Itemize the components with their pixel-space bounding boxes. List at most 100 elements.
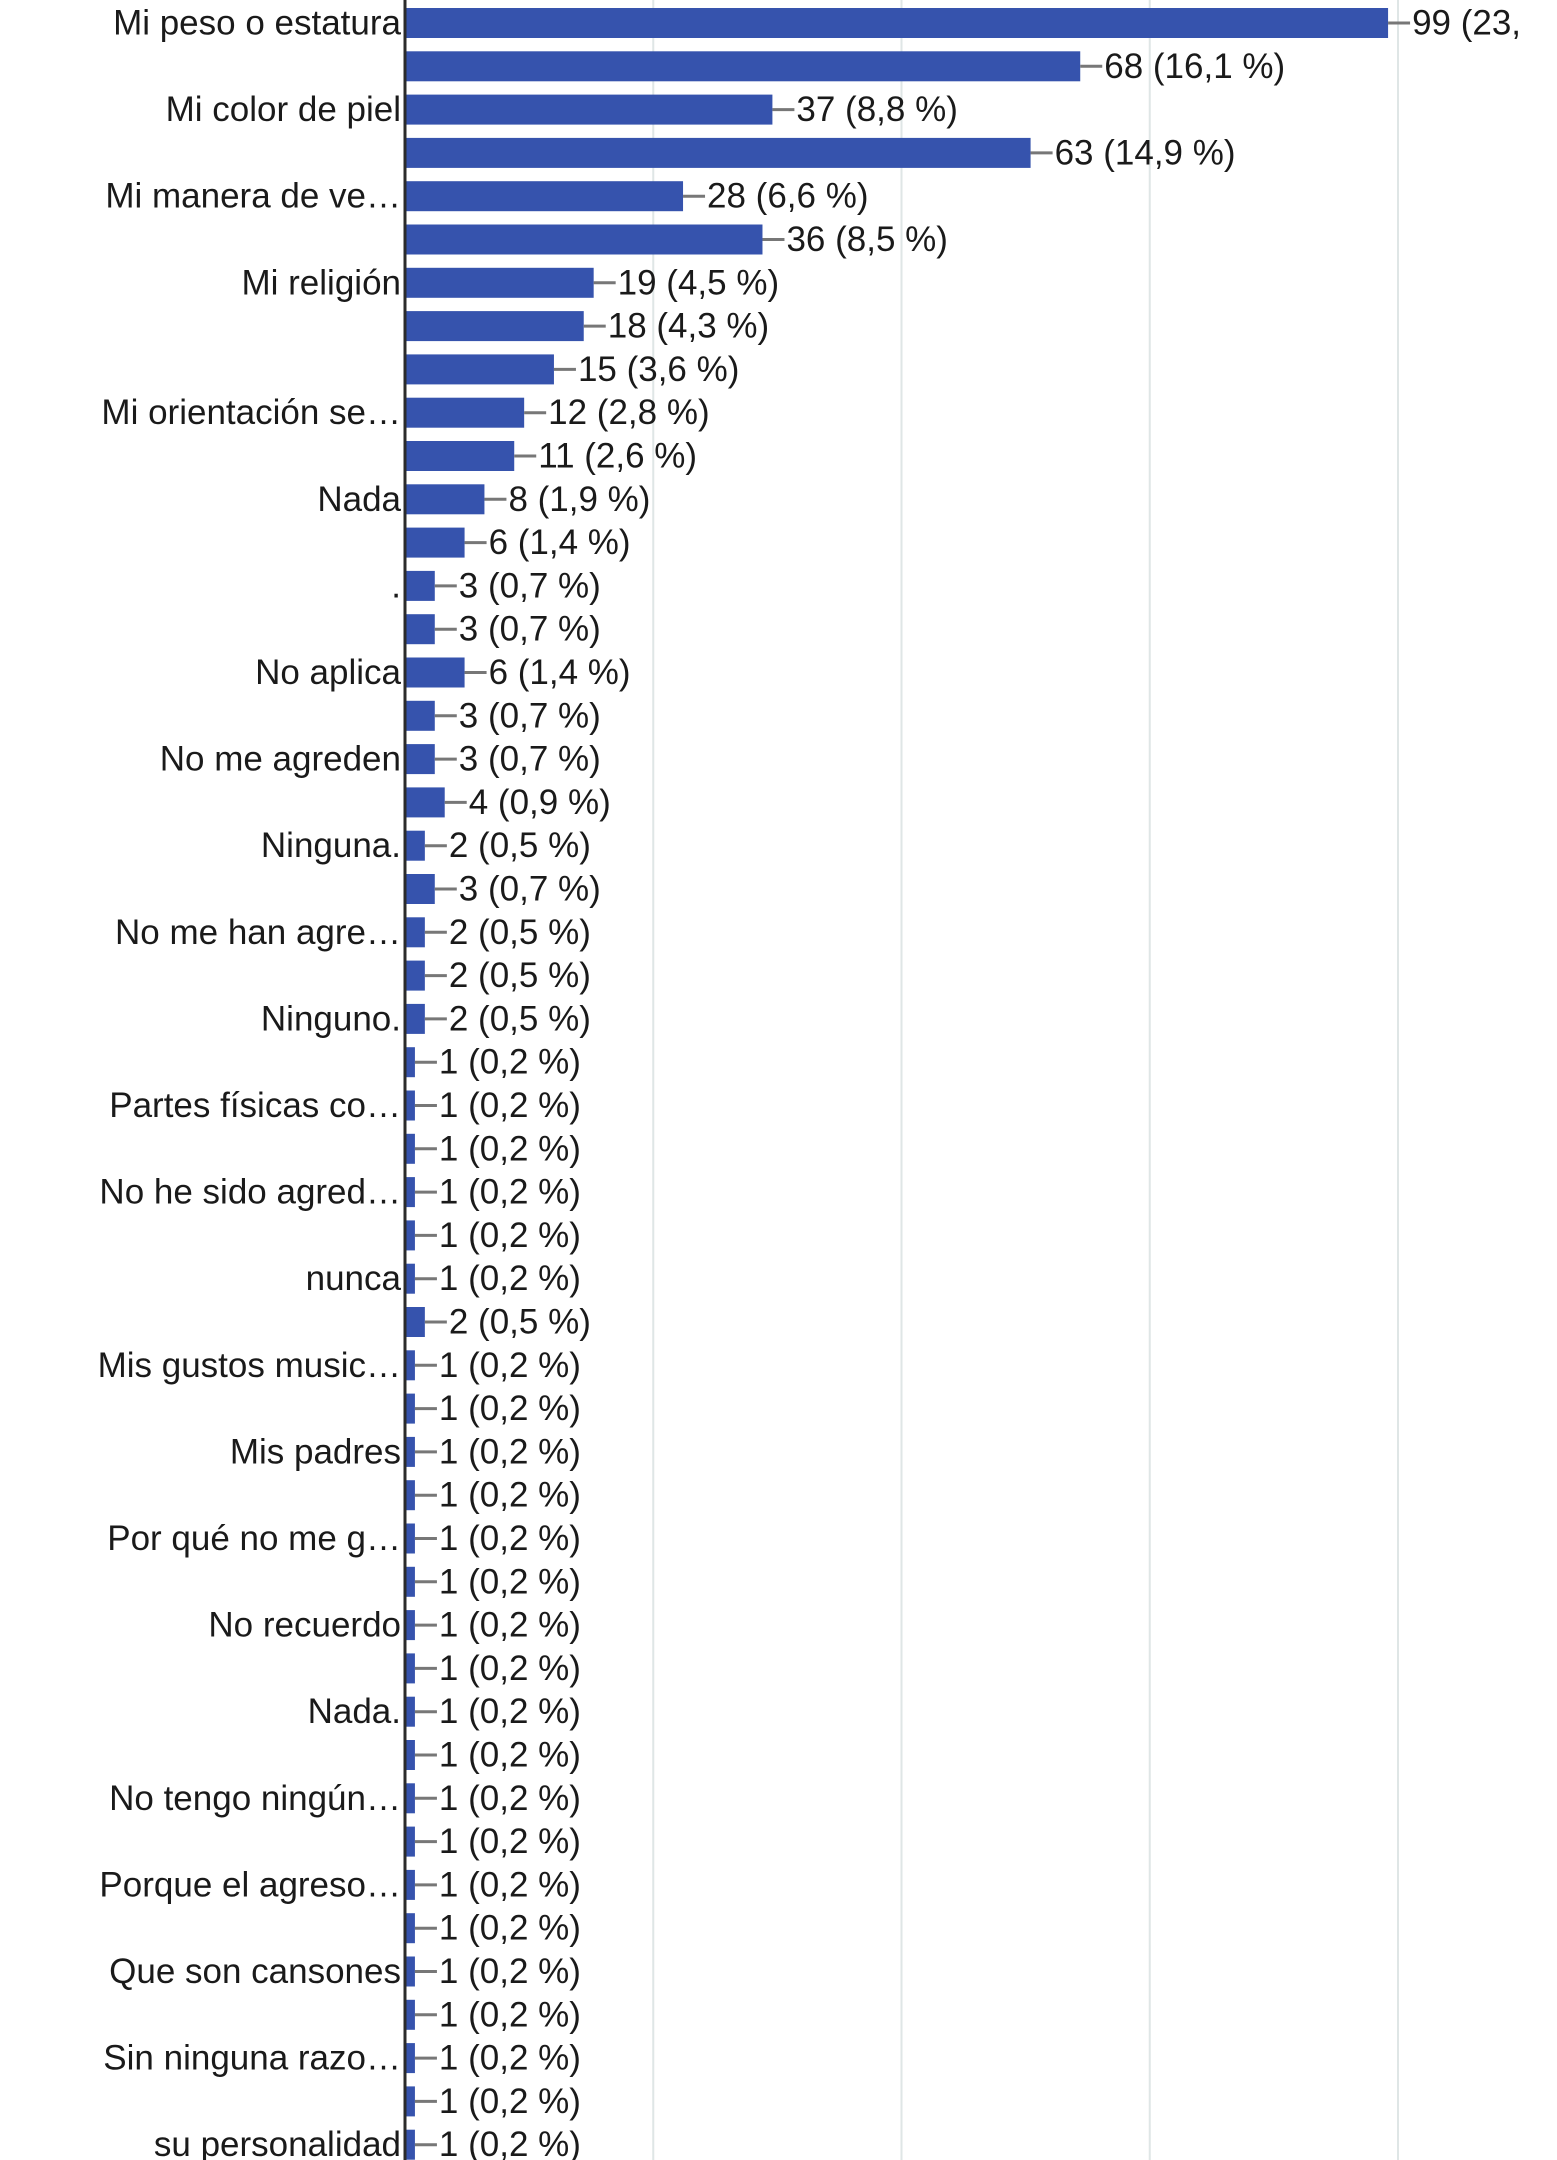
data-label: 1 (0,2 %) [439,1952,581,1991]
bar [405,94,773,125]
category-label: Ninguna. [261,826,401,865]
data-label: 3 (0,7 %) [459,610,601,649]
bar [405,441,515,471]
data-label: 6 (1,4 %) [489,523,631,562]
bar [405,830,425,861]
bar [405,2043,415,2074]
category-label: No aplica [255,653,401,692]
bar [405,917,425,948]
data-label: 15 (3,6 %) [578,350,739,389]
category-label: Ninguno. [261,999,401,1038]
bar [405,614,435,645]
data-label: 1 (0,2 %) [439,1043,581,1082]
bar [405,484,485,515]
category-label: Mi orientación se… [101,393,401,432]
data-label: 36 (8,5 %) [786,220,947,259]
data-label: 2 (0,5 %) [449,1303,591,1342]
bar [405,1566,415,1597]
bar [405,1177,415,1208]
bar [405,2086,415,2117]
data-label: 63 (14,9 %) [1055,133,1236,172]
data-label: 1 (0,2 %) [439,1865,581,1904]
category-label: Porque el agreso… [99,1865,401,1904]
data-label: 1 (0,2 %) [439,1216,581,1255]
bar [405,1307,425,1337]
bar [405,657,465,688]
data-label: 1 (0,2 %) [439,1259,581,1298]
bar [405,1826,415,1857]
category-label: Mi peso o estatura [113,4,401,43]
data-label: 1 (0,2 %) [439,1432,581,1471]
bar [405,1220,415,1251]
data-label: 4 (0,9 %) [469,783,611,822]
data-label: 11 (2,6 %) [538,437,697,476]
bar [405,787,445,818]
data-label: 1 (0,2 %) [439,1736,581,1775]
bar [405,137,1031,168]
data-label: 2 (0,5 %) [449,913,591,952]
data-label: 1 (0,2 %) [439,1086,581,1125]
data-label: 2 (0,5 %) [449,956,591,995]
category-labels: Mi peso o estatura Mi color de piel Mi man… [98,4,402,2160]
category-label: Mi manera de ve… [105,177,401,216]
bar [405,1393,415,1424]
data-label: 3 (0,7 %) [459,870,601,909]
category-label: Partes físicas co… [109,1086,401,1125]
bar [405,224,763,255]
category-label: Nada. [308,1692,401,1731]
bar [405,960,425,991]
data-label: 1 (0,2 %) [439,1779,581,1818]
data-label: 1 (0,2 %) [439,1346,581,1385]
category-label: No recuerdo [208,1606,401,1645]
category-label: su personalidad [154,2125,401,2160]
data-label: 19 (4,5 %) [618,263,779,302]
category-label: Por qué no me g… [107,1519,401,1558]
bar [405,354,554,385]
bar [405,874,435,904]
data-label: 2 (0,5 %) [449,826,591,865]
bar [405,700,435,731]
category-label: No he sido agred… [99,1173,401,1212]
bar [405,1003,425,1034]
data-label: 1 (0,2 %) [439,1995,581,2034]
data-label: 1 (0,2 %) [439,1519,581,1558]
bar [405,570,435,601]
bar [405,51,1081,82]
data-label: 3 (0,7 %) [459,696,601,735]
bars [405,8,1389,2160]
bar [405,267,594,298]
bar [405,1740,415,1770]
data-label: 99 (23, [1412,4,1521,43]
bar [405,1090,415,1121]
data-label: 8 (1,9 %) [508,480,650,519]
data-label: 28 (6,6 %) [707,177,868,216]
value-labels: 99 (23, 68 (16,1 %) 37 (8,8 %) 63 (14,9 %) 2… [414,4,1521,2160]
bar [405,1480,415,1511]
bar [405,311,584,342]
data-label: 12 (2,8 %) [548,393,709,432]
category-label: Mi religión [242,263,402,302]
bar [405,1133,415,1164]
bar [405,1350,415,1381]
bar [405,527,465,558]
category-label: Que son cansones [109,1952,401,1991]
data-label: 6 (1,4 %) [489,653,631,692]
category-label: No me agreden [160,740,401,779]
data-label: 1 (0,2 %) [439,1476,581,1515]
data-label: 1 (0,2 %) [439,2082,581,2121]
bar [405,1696,415,1727]
category-label: Sin ninguna razo… [103,2039,401,2078]
bar [405,181,684,212]
bar [405,1523,415,1554]
data-label: 1 (0,2 %) [439,1692,581,1731]
bar [405,1610,415,1641]
category-label: . [391,566,401,605]
bar [405,1436,415,1467]
category-label: Nada [317,480,401,519]
data-label: 1 (0,2 %) [439,1129,581,1168]
category-label: No tengo ningún… [109,1779,401,1818]
category-label: nunca [306,1259,402,1298]
bar [405,1047,415,1078]
